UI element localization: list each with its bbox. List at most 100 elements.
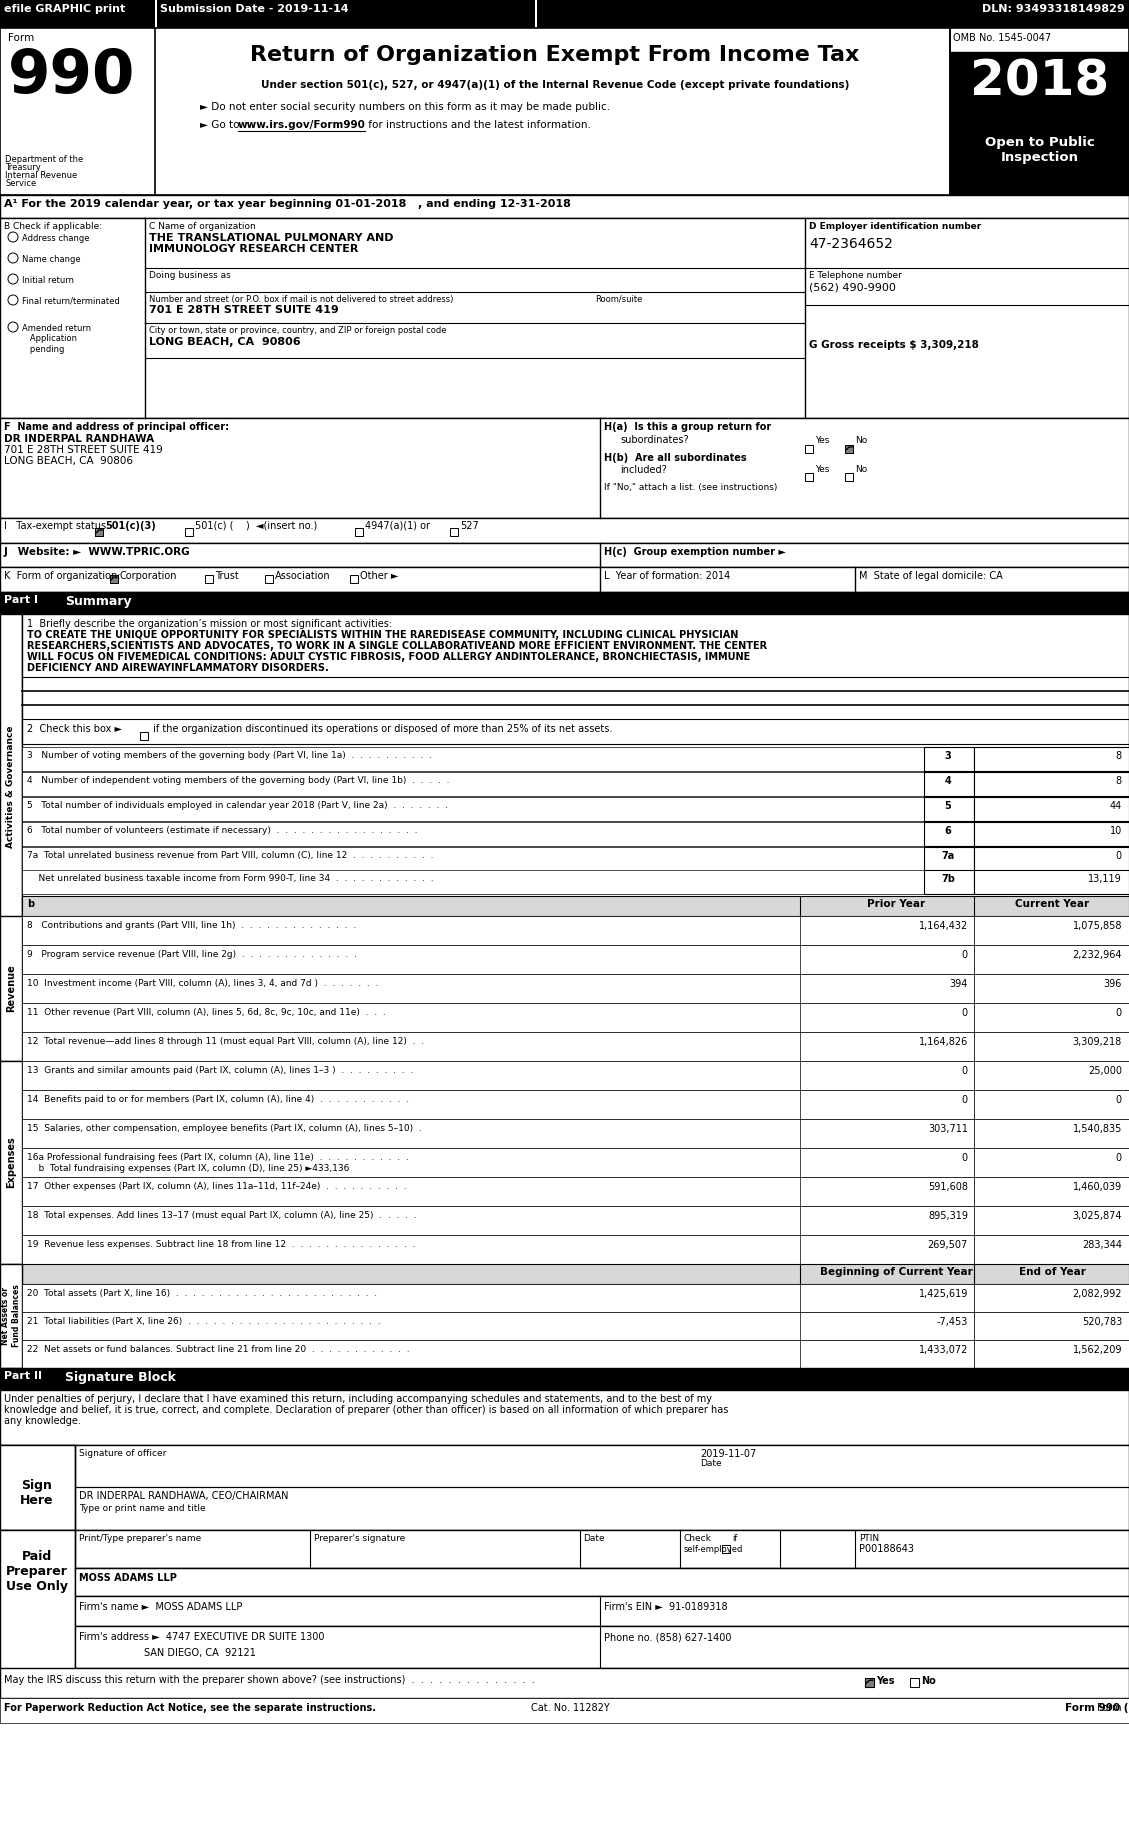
Text: Type or print name and title: Type or print name and title bbox=[79, 1505, 205, 1512]
Text: 9   Program service revenue (Part VIII, line 2g)  .  .  .  .  .  .  .  .  .  .  : 9 Program service revenue (Part VIII, li… bbox=[27, 950, 357, 959]
Bar bbox=[0, 1446, 75, 1531]
Text: G Gross receipts $ 3,309,218: G Gross receipts $ 3,309,218 bbox=[809, 339, 979, 350]
Text: May the IRS discuss this return with the preparer shown above? (see instructions: May the IRS discuss this return with the… bbox=[5, 1674, 535, 1685]
Bar bbox=[974, 747, 1129, 771]
Bar bbox=[974, 1341, 1129, 1368]
Text: 5: 5 bbox=[945, 800, 952, 811]
Text: 15  Salaries, other compensation, employee benefits (Part IX, column (A), lines : 15 Salaries, other compensation, employe… bbox=[27, 1125, 422, 1132]
Text: 17  Other expenses (Part IX, column (A), lines 11a–11d, 11f–24e)  .  .  .  .  . : 17 Other expenses (Part IX, column (A), … bbox=[27, 1182, 406, 1191]
Text: Name change: Name change bbox=[21, 254, 80, 264]
Text: knowledge and belief, it is true, correct, and complete. Declaration of preparer: knowledge and belief, it is true, correc… bbox=[5, 1405, 728, 1414]
Bar bbox=[450, 527, 458, 537]
Bar bbox=[0, 1531, 75, 1673]
Text: 0: 0 bbox=[1115, 1152, 1122, 1164]
Text: L  Year of formation: 2014: L Year of formation: 2014 bbox=[604, 572, 730, 581]
Bar bbox=[0, 1263, 21, 1368]
Text: subordinates?: subordinates? bbox=[620, 435, 689, 444]
Bar bbox=[95, 527, 103, 537]
Bar bbox=[110, 575, 119, 583]
Bar bbox=[21, 944, 1129, 974]
Text: Return of Organization Exempt From Income Tax: Return of Organization Exempt From Incom… bbox=[251, 44, 859, 65]
Text: 8: 8 bbox=[1115, 751, 1122, 762]
Bar bbox=[75, 1567, 1129, 1597]
Text: 4947(a)(1) or: 4947(a)(1) or bbox=[365, 522, 430, 531]
Text: if: if bbox=[732, 1534, 737, 1543]
Text: www.irs.gov/Form990: www.irs.gov/Form990 bbox=[238, 120, 366, 129]
Bar bbox=[800, 1235, 974, 1263]
Text: 1,425,619: 1,425,619 bbox=[919, 1289, 968, 1298]
Text: 0: 0 bbox=[962, 950, 968, 961]
Text: ► Go to: ► Go to bbox=[200, 120, 243, 129]
Bar bbox=[0, 542, 1129, 566]
Text: 501(c)(3): 501(c)(3) bbox=[105, 522, 156, 531]
Text: Activities & Governance: Activities & Governance bbox=[7, 727, 16, 848]
Text: 1,075,858: 1,075,858 bbox=[1073, 920, 1122, 931]
Text: efile GRAPHIC print: efile GRAPHIC print bbox=[5, 4, 125, 15]
Bar bbox=[21, 747, 1129, 771]
Text: J   Website: ►  WWW.TPRIC.ORG: J Website: ► WWW.TPRIC.ORG bbox=[5, 548, 191, 557]
Bar bbox=[0, 0, 1129, 28]
Text: LONG BEACH, CA  90806: LONG BEACH, CA 90806 bbox=[149, 337, 300, 347]
Bar bbox=[0, 28, 1129, 195]
Text: E Telephone number: E Telephone number bbox=[809, 271, 902, 280]
Bar bbox=[21, 1341, 1129, 1368]
Bar bbox=[75, 1597, 1129, 1626]
Text: 527: 527 bbox=[460, 522, 479, 531]
Text: 2  Check this box ►: 2 Check this box ► bbox=[27, 725, 122, 734]
Text: F  Name and address of principal officer:: F Name and address of principal officer: bbox=[5, 422, 229, 431]
Text: Corporation: Corporation bbox=[120, 572, 177, 581]
Text: 18  Total expenses. Add lines 13–17 (must equal Part IX, column (A), line 25)  .: 18 Total expenses. Add lines 13–17 (must… bbox=[27, 1212, 417, 1221]
Text: Part II: Part II bbox=[5, 1370, 42, 1381]
Text: 11  Other revenue (Part VIII, column (A), lines 5, 6d, 8c, 9c, 10c, and 11e)  . : 11 Other revenue (Part VIII, column (A),… bbox=[27, 1009, 386, 1018]
Bar bbox=[21, 896, 1129, 916]
Text: Summary: Summary bbox=[65, 596, 132, 609]
Bar bbox=[974, 1206, 1129, 1235]
Text: OMB No. 1545-0047: OMB No. 1545-0047 bbox=[953, 33, 1051, 42]
Text: Revenue: Revenue bbox=[6, 964, 16, 1012]
Text: 13,119: 13,119 bbox=[1088, 874, 1122, 883]
Text: 1  Briefly describe the organization’s mission or most significant activities:: 1 Briefly describe the organization’s mi… bbox=[27, 620, 392, 629]
Bar bbox=[0, 1531, 1129, 1567]
Text: IMMUNOLOGY RESEARCH CENTER: IMMUNOLOGY RESEARCH CENTER bbox=[149, 243, 358, 254]
Bar bbox=[110, 575, 119, 583]
Bar bbox=[924, 747, 974, 771]
Text: No: No bbox=[855, 435, 867, 444]
Bar bbox=[924, 846, 974, 870]
Text: 2018: 2018 bbox=[970, 57, 1110, 105]
Text: b  Total fundraising expenses (Part IX, column (D), line 25) ►433,136: b Total fundraising expenses (Part IX, c… bbox=[27, 1164, 349, 1173]
Text: Form: Form bbox=[8, 33, 34, 42]
Text: Part I: Part I bbox=[5, 596, 38, 605]
Text: 10: 10 bbox=[1110, 826, 1122, 835]
Text: Amended return
   Application
   pending: Amended return Application pending bbox=[21, 325, 91, 354]
Bar bbox=[0, 1446, 1129, 1531]
Text: 269,507: 269,507 bbox=[928, 1239, 968, 1250]
Text: H(a)  Is this a group return for: H(a) Is this a group return for bbox=[604, 422, 771, 431]
Text: Current Year: Current Year bbox=[1015, 900, 1089, 909]
Text: No: No bbox=[855, 465, 867, 474]
Text: Signature Block: Signature Block bbox=[65, 1370, 176, 1385]
Text: Internal Revenue: Internal Revenue bbox=[5, 171, 77, 181]
Text: Date: Date bbox=[700, 1459, 721, 1468]
Text: Paid
Preparer
Use Only: Paid Preparer Use Only bbox=[6, 1551, 68, 1593]
Text: Firm's name ►  MOSS ADAMS LLP: Firm's name ► MOSS ADAMS LLP bbox=[79, 1602, 243, 1612]
Text: A¹ For the 2019 calendar year, or tax year beginning 01-01-2018   , and ending 1: A¹ For the 2019 calendar year, or tax ye… bbox=[5, 199, 571, 208]
Text: DLN: 93493318149829: DLN: 93493318149829 bbox=[982, 4, 1124, 15]
Bar bbox=[974, 1235, 1129, 1263]
Text: Treasury: Treasury bbox=[5, 162, 41, 171]
Bar bbox=[21, 1119, 1129, 1149]
Text: 501(c) (    )  ◄(insert no.): 501(c) ( ) ◄(insert no.) bbox=[195, 522, 317, 531]
Text: (562) 490-9900: (562) 490-9900 bbox=[809, 282, 896, 293]
Bar bbox=[0, 1390, 1129, 1446]
Text: 8   Contributions and grants (Part VIII, line 1h)  .  .  .  .  .  .  .  .  .  . : 8 Contributions and grants (Part VIII, l… bbox=[27, 920, 357, 929]
Text: 21  Total liabilities (Part X, line 26)  .  .  .  .  .  .  .  .  .  .  .  .  .  : 21 Total liabilities (Part X, line 26) .… bbox=[27, 1317, 380, 1326]
Bar bbox=[0, 518, 1129, 542]
Bar bbox=[974, 797, 1129, 821]
Bar bbox=[974, 773, 1129, 797]
Text: For Paperwork Reduction Act Notice, see the separate instructions.: For Paperwork Reduction Act Notice, see … bbox=[5, 1704, 376, 1713]
Text: 16a Professional fundraising fees (Part IX, column (A), line 11e)  .  .  .  .  .: 16a Professional fundraising fees (Part … bbox=[27, 1152, 409, 1162]
Bar bbox=[21, 846, 1129, 870]
Text: DEFICIENCY AND AIREWAYINFLAMMATORY DISORDERS.: DEFICIENCY AND AIREWAYINFLAMMATORY DISOR… bbox=[27, 664, 329, 673]
Text: M  State of legal domicile: CA: M State of legal domicile: CA bbox=[859, 572, 1003, 581]
Text: 1,540,835: 1,540,835 bbox=[1073, 1125, 1122, 1134]
Text: -7,453: -7,453 bbox=[937, 1317, 968, 1328]
